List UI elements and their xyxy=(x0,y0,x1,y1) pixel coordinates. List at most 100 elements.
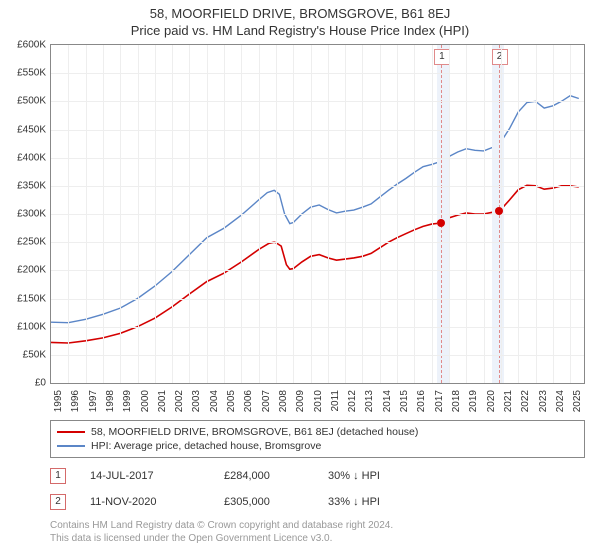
x-tick-label: 2007 xyxy=(261,390,272,424)
x-tick-label: 2022 xyxy=(520,390,531,424)
y-tick-label: £300K xyxy=(0,209,46,220)
grid-h xyxy=(51,158,584,159)
grid-v xyxy=(345,45,346,383)
y-tick-label: £150K xyxy=(0,293,46,304)
grid-v xyxy=(432,45,433,383)
x-tick-label: 2024 xyxy=(555,390,566,424)
sale-date: 14-JUL-2017 xyxy=(90,470,200,482)
grid-v xyxy=(518,45,519,383)
grid-h xyxy=(51,299,584,300)
grid-v xyxy=(155,45,156,383)
line-chart: 12£0£50K£100K£150K£200K£250K£300K£350K£4… xyxy=(50,44,585,384)
x-tick-label: 2018 xyxy=(451,390,462,424)
grid-v xyxy=(536,45,537,383)
x-tick-label: 2019 xyxy=(468,390,479,424)
sale-point xyxy=(495,207,503,215)
x-tick-label: 2004 xyxy=(209,390,220,424)
x-tick-label: 2003 xyxy=(191,390,202,424)
grid-v xyxy=(68,45,69,383)
sale-row-2: 2 11-NOV-2020 £305,000 33% ↓ HPI xyxy=(50,494,600,510)
sale-price: £284,000 xyxy=(224,470,304,482)
footer-line-1: Contains HM Land Registry data © Crown c… xyxy=(50,520,600,533)
x-tick-label: 2001 xyxy=(157,390,168,424)
x-tick-label: 2002 xyxy=(174,390,185,424)
grid-h xyxy=(51,130,584,131)
x-tick-label: 1996 xyxy=(70,390,81,424)
x-tick-label: 2006 xyxy=(243,390,254,424)
y-tick-label: £350K xyxy=(0,180,46,191)
x-tick-label: 1999 xyxy=(122,390,133,424)
grid-h xyxy=(51,101,584,102)
sale-delta: 30% ↓ HPI xyxy=(328,470,408,482)
grid-v xyxy=(311,45,312,383)
grid-v xyxy=(103,45,104,383)
footer-line-2: This data is licensed under the Open Gov… xyxy=(50,533,600,546)
x-tick-label: 2012 xyxy=(347,390,358,424)
grid-v xyxy=(293,45,294,383)
legend-label: 58, MOORFIELD DRIVE, BROMSGROVE, B61 8EJ… xyxy=(91,426,418,438)
grid-v xyxy=(207,45,208,383)
legend: 58, MOORFIELD DRIVE, BROMSGROVE, B61 8EJ… xyxy=(50,420,585,458)
y-tick-label: £50K xyxy=(0,349,46,360)
grid-v xyxy=(224,45,225,383)
legend-label: HPI: Average price, detached house, Brom… xyxy=(91,440,321,452)
y-tick-label: £100K xyxy=(0,321,46,332)
grid-v xyxy=(328,45,329,383)
grid-v xyxy=(449,45,450,383)
x-tick-label: 2025 xyxy=(572,390,583,424)
grid-h xyxy=(51,327,584,328)
grid-h xyxy=(51,214,584,215)
chart-subtitle: Price paid vs. HM Land Registry's House … xyxy=(0,21,600,38)
x-tick-label: 2020 xyxy=(486,390,497,424)
chart-title-address: 58, MOORFIELD DRIVE, BROMSGROVE, B61 8EJ xyxy=(0,0,600,21)
grid-h xyxy=(51,186,584,187)
x-tick-label: 2015 xyxy=(399,390,410,424)
x-tick-label: 2010 xyxy=(313,390,324,424)
grid-v xyxy=(414,45,415,383)
grid-v xyxy=(276,45,277,383)
legend-swatch xyxy=(57,431,85,433)
sale-point xyxy=(437,219,445,227)
footer-attribution: Contains HM Land Registry data © Crown c… xyxy=(50,520,600,545)
x-tick-label: 2021 xyxy=(503,390,514,424)
y-tick-label: £600K xyxy=(0,40,46,51)
grid-v xyxy=(362,45,363,383)
y-tick-label: £400K xyxy=(0,152,46,163)
grid-h xyxy=(51,73,584,74)
y-tick-label: £550K xyxy=(0,68,46,79)
x-tick-label: 2016 xyxy=(416,390,427,424)
x-tick-label: 2009 xyxy=(295,390,306,424)
grid-v xyxy=(259,45,260,383)
grid-v xyxy=(397,45,398,383)
grid-v xyxy=(189,45,190,383)
x-tick-label: 2017 xyxy=(434,390,445,424)
x-tick-label: 1997 xyxy=(88,390,99,424)
y-tick-label: £0 xyxy=(0,378,46,389)
grid-v xyxy=(86,45,87,383)
grid-h xyxy=(51,270,584,271)
sale-marker-1: 1 xyxy=(50,468,66,484)
grid-v xyxy=(138,45,139,383)
sale-marker-2: 2 xyxy=(50,494,66,510)
grid-v xyxy=(466,45,467,383)
grid-v xyxy=(553,45,554,383)
x-tick-label: 2013 xyxy=(364,390,375,424)
x-tick-label: 1995 xyxy=(53,390,64,424)
legend-row-hpi: HPI: Average price, detached house, Brom… xyxy=(57,439,578,453)
grid-v xyxy=(120,45,121,383)
sale-delta: 33% ↓ HPI xyxy=(328,496,408,508)
marker-label: 2 xyxy=(492,49,508,65)
y-tick-label: £200K xyxy=(0,265,46,276)
sale-row-1: 1 14-JUL-2017 £284,000 30% ↓ HPI xyxy=(50,468,600,484)
legend-row-property: 58, MOORFIELD DRIVE, BROMSGROVE, B61 8EJ… xyxy=(57,425,578,439)
x-tick-label: 2008 xyxy=(278,390,289,424)
grid-v xyxy=(484,45,485,383)
grid-v xyxy=(241,45,242,383)
x-tick-label: 2014 xyxy=(382,390,393,424)
grid-v xyxy=(172,45,173,383)
grid-h xyxy=(51,355,584,356)
y-tick-label: £450K xyxy=(0,124,46,135)
y-tick-label: £250K xyxy=(0,237,46,248)
grid-v xyxy=(380,45,381,383)
y-tick-label: £500K xyxy=(0,96,46,107)
